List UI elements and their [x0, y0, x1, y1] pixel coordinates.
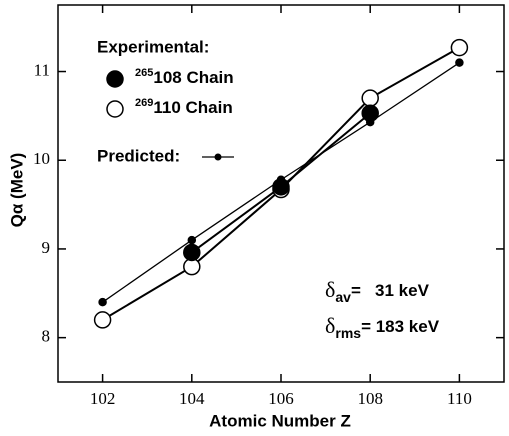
marker: [450, 38, 469, 57]
x-tick-label: 108: [357, 389, 383, 408]
marker: [93, 311, 112, 329]
annotation-text: = 31 keV: [351, 281, 430, 300]
marker: [272, 178, 290, 196]
marker: [361, 104, 379, 122]
marker: [98, 297, 107, 307]
annotation: δav= 31 keV: [325, 277, 430, 305]
y-axis-label: Qα (MeV): [7, 153, 26, 228]
legend-label: 269110 Chain: [135, 97, 233, 118]
annotation-symbol: δ: [325, 313, 335, 338]
legend-text: 108 Chain: [153, 68, 233, 87]
annotation-subscript: av: [335, 289, 351, 305]
legend-superscript: 269: [135, 97, 153, 109]
x-tick-label: 102: [90, 389, 116, 408]
annotation-subscript: rms: [335, 325, 361, 341]
x-tick-label: 110: [447, 389, 472, 408]
legend-marker: [106, 100, 124, 118]
x-tick-label: 106: [268, 389, 294, 408]
legend-label: Predicted:: [97, 146, 180, 165]
x-tick-label: 104: [179, 389, 205, 408]
legend-superscript: 265: [135, 67, 153, 79]
legend-label: 265108 Chain: [135, 67, 234, 88]
marker: [361, 89, 379, 107]
x-axis-label: Atomic Number Z: [209, 411, 351, 430]
marker: [455, 58, 464, 67]
y-tick-label: 9: [42, 238, 51, 257]
y-tick-label: 8: [42, 327, 51, 346]
legend-title: Experimental:: [97, 37, 209, 56]
annotation-text: = 183 keV: [361, 317, 440, 336]
y-tick-label: 11: [34, 60, 50, 79]
legend-marker: [214, 153, 222, 161]
annotation: δrms= 183 keV: [325, 313, 440, 341]
legend-text: 110 Chain: [153, 98, 232, 117]
marker: [187, 235, 197, 245]
annotation-symbol: δ: [325, 277, 335, 302]
legend-marker: [106, 70, 124, 88]
marker: [183, 243, 201, 262]
y-tick-label: 10: [33, 149, 50, 168]
